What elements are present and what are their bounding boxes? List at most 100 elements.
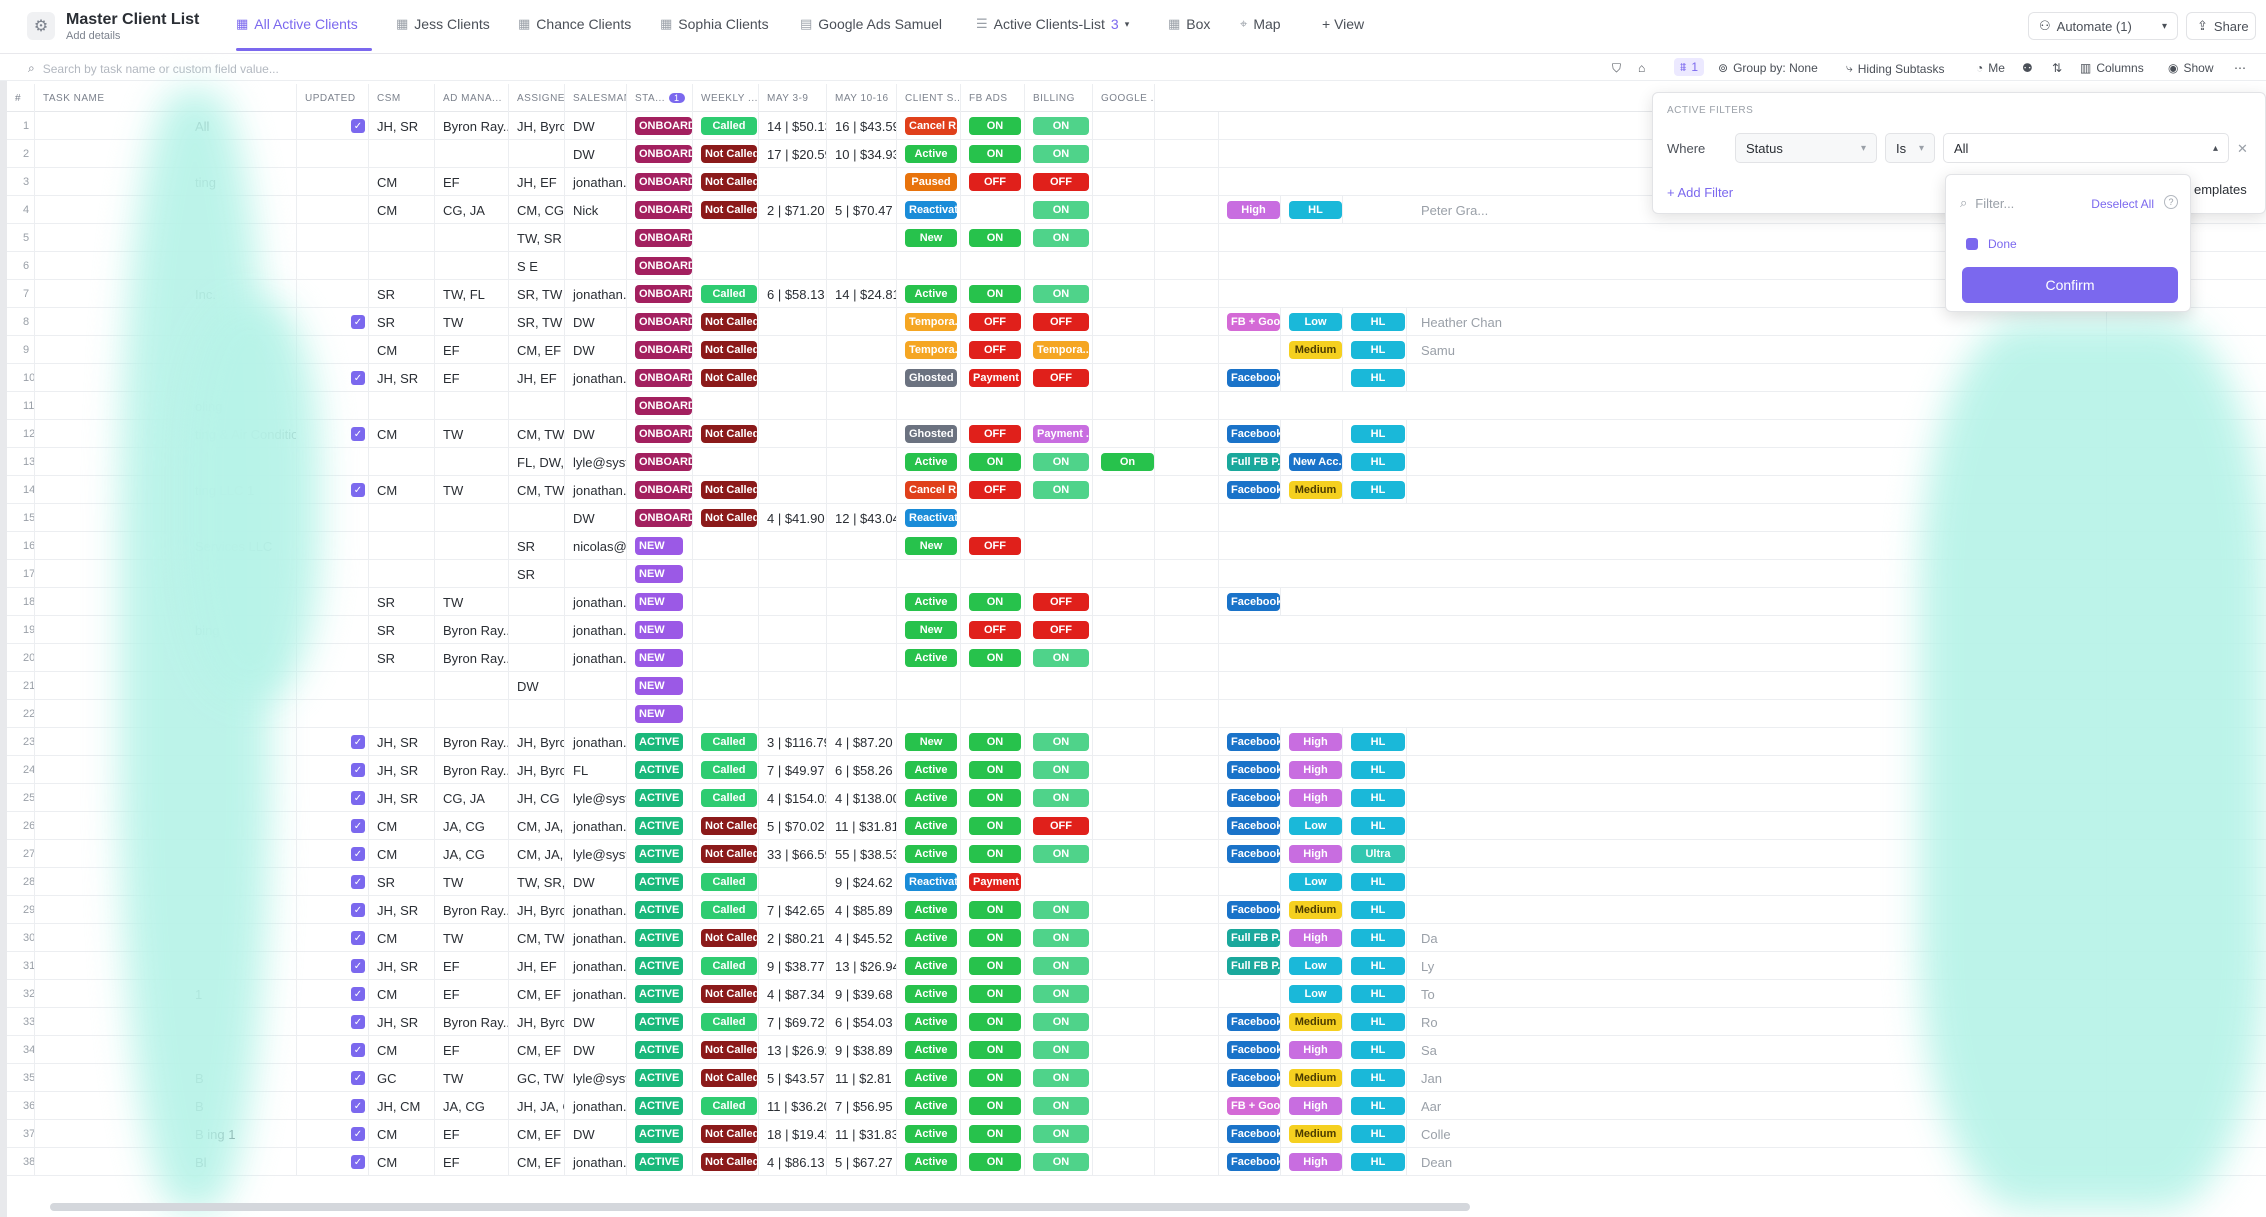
column-header-asg[interactable]: ASSIGNEE — [509, 84, 565, 112]
ad-manager-cell[interactable] — [435, 532, 509, 560]
fb-ads-badge[interactable]: ON — [969, 901, 1021, 919]
extra-cell[interactable] — [1155, 140, 1219, 168]
updated-checkbox[interactable]: ✓ — [351, 987, 365, 1001]
status-badge[interactable]: ONBOARDED — [635, 145, 692, 163]
may-10-16-cell[interactable]: 9 | $24.62 — [827, 868, 897, 896]
csm-cell[interactable]: CM — [369, 476, 435, 504]
assignee-cell[interactable]: SR — [509, 532, 565, 560]
table-row[interactable]: 26 ✓ CM JA, CG CM, JA, CG jonathan... ACTIVE No… — [7, 812, 2266, 840]
table-row[interactable]: 25 ✓ JH, SR CG, JA JH, CG lyle@syst... ACTIVE C… — [7, 784, 2266, 812]
column-header-csm[interactable]: CSM — [369, 84, 435, 112]
weekly-call-cell[interactable]: Not Called — [693, 168, 759, 196]
extra-field-cell[interactable] — [1219, 868, 1281, 896]
ad-manager-cell[interactable] — [435, 560, 509, 588]
client-status-badge[interactable]: Active — [905, 1041, 957, 1059]
fb-ads-cell[interactable]: ON — [961, 952, 1025, 980]
csm-cell[interactable]: CM — [369, 420, 435, 448]
client-status-cell[interactable]: Active — [897, 924, 961, 952]
extra-field-badge[interactable]: Facebook — [1227, 817, 1280, 835]
assignee-cell[interactable] — [509, 392, 565, 420]
status-badge[interactable]: ACTIVE — [635, 1153, 683, 1171]
updated-cell[interactable]: ✓ — [297, 952, 369, 980]
billing-badge[interactable]: ON — [1033, 649, 1089, 667]
google-cell[interactable] — [1093, 336, 1155, 364]
assignee-cell[interactable]: CM, JA, CG — [509, 840, 565, 868]
weekly-call-cell[interactable]: Not Called — [693, 980, 759, 1008]
extra-field-cell[interactable]: HL — [1343, 1120, 1407, 1148]
billing-badge[interactable]: ON — [1033, 957, 1089, 975]
task-name-cell[interactable] — [35, 784, 297, 812]
google-cell[interactable] — [1093, 924, 1155, 952]
csm-cell[interactable]: SR — [369, 280, 435, 308]
salesman-cell[interactable]: DW — [565, 1008, 627, 1036]
updated-cell[interactable]: ✓ — [297, 896, 369, 924]
csm-cell[interactable]: CM — [369, 1148, 435, 1176]
client-status-badge[interactable]: Active — [905, 761, 957, 779]
client-status-badge[interactable]: Active — [905, 145, 957, 163]
salesman-cell[interactable]: jonathan... — [565, 896, 627, 924]
status-badge[interactable]: NEW — [635, 621, 683, 639]
weekly-call-badge[interactable]: Not Called — [701, 817, 757, 835]
assignee-cell[interactable]: CM, EF — [509, 1148, 565, 1176]
fb-ads-badge[interactable]: ON — [969, 929, 1021, 947]
updated-checkbox[interactable]: ✓ — [351, 1043, 365, 1057]
assignee-cell[interactable]: CM, TW — [509, 924, 565, 952]
status-cell[interactable]: ONBOARDED — [627, 168, 693, 196]
row-number[interactable]: 34 — [7, 1036, 35, 1064]
salesman-cell[interactable]: jonathan... — [565, 168, 627, 196]
google-cell[interactable] — [1093, 308, 1155, 336]
extra-cell[interactable] — [1155, 616, 1219, 644]
extra-field-badge[interactable]: FB + Goo... — [1227, 313, 1280, 331]
task-name-cell[interactable] — [35, 924, 297, 952]
extra-field-cell[interactable]: Low — [1281, 980, 1343, 1008]
may-3-9-cell[interactable] — [759, 252, 827, 280]
ad-manager-cell[interactable]: Byron Ray... — [435, 644, 509, 672]
may-10-16-cell[interactable] — [827, 308, 897, 336]
google-cell[interactable] — [1093, 420, 1155, 448]
extra-field-cell[interactable]: HL — [1343, 812, 1407, 840]
billing-cell[interactable]: ON — [1025, 1008, 1093, 1036]
fb-ads-cell[interactable] — [961, 196, 1025, 224]
ad-manager-cell[interactable]: EF — [435, 168, 509, 196]
updated-cell[interactable]: ✓ — [297, 812, 369, 840]
client-status-cell[interactable]: Active — [897, 1120, 961, 1148]
status-badge[interactable]: ONBOARDED — [635, 453, 692, 471]
extra-field-badge[interactable]: High — [1289, 1153, 1342, 1171]
extra-field-cell[interactable]: Full FB P... — [1219, 952, 1281, 980]
google-cell[interactable] — [1093, 504, 1155, 532]
fb-ads-cell[interactable] — [961, 700, 1025, 728]
table-row[interactable]: 24 ✓ JH, SR Byron Ray... JH, Byron ... FL ACTI… — [7, 756, 2266, 784]
task-name-cell[interactable] — [35, 672, 297, 700]
weekly-call-cell[interactable] — [693, 588, 759, 616]
billing-badge[interactable]: ON — [1033, 733, 1089, 751]
may-10-16-cell[interactable]: 9 | $39.68 — [827, 980, 897, 1008]
csm-cell[interactable] — [369, 672, 435, 700]
status-cell[interactable]: NEW — [627, 644, 693, 672]
status-badge[interactable]: NEW — [635, 705, 683, 723]
salesman-cell[interactable] — [565, 672, 627, 700]
table-row[interactable]: 28 ✓ SR TW TW, SR, DW DW ACTIVE Called 9 | $24.6… — [7, 868, 2266, 896]
extra-field-badge[interactable]: Facebook — [1227, 901, 1280, 919]
google-cell[interactable] — [1093, 672, 1155, 700]
assignee-cell[interactable]: CM, EF — [509, 1036, 565, 1064]
may-10-16-cell[interactable] — [827, 560, 897, 588]
salesman-cell[interactable]: DW — [565, 112, 627, 140]
billing-badge[interactable]: ON — [1033, 453, 1089, 471]
fb-ads-cell[interactable]: OFF — [961, 532, 1025, 560]
fb-ads-badge[interactable]: ON — [969, 649, 1021, 667]
status-badge[interactable]: ACTIVE — [635, 733, 683, 751]
extra-cell[interactable] — [1155, 280, 1219, 308]
row-number[interactable]: 38 — [7, 1148, 35, 1176]
extra-cell[interactable] — [1155, 560, 1219, 588]
extra-field-badge[interactable]: Facebook — [1227, 593, 1280, 611]
row-number[interactable]: 21 — [7, 672, 35, 700]
billing-cell[interactable] — [1025, 868, 1093, 896]
weekly-call-cell[interactable]: Called — [693, 1092, 759, 1120]
client-status-badge[interactable]: Ghosted ... — [905, 425, 957, 443]
updated-cell[interactable] — [297, 504, 369, 532]
extra-field-badge[interactable]: Medium — [1289, 341, 1342, 359]
extra-cell[interactable] — [1155, 672, 1219, 700]
status-cell[interactable]: NEW — [627, 588, 693, 616]
column-header-may39[interactable]: MAY 3-9 — [759, 84, 827, 112]
